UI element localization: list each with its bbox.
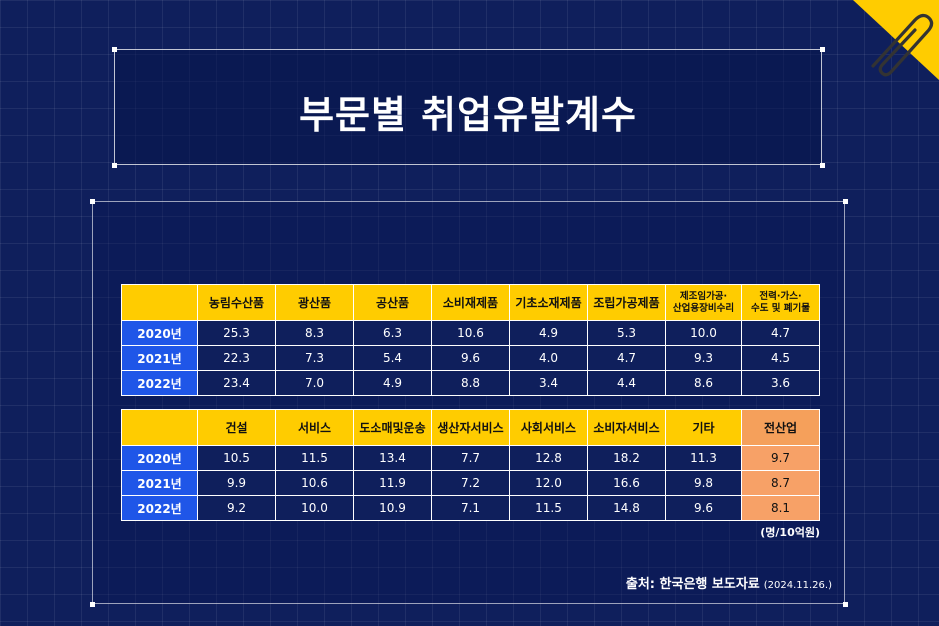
title-box: 부문별 취업유발계수 [114, 49, 822, 165]
table-cell: 11.9 [353, 470, 432, 496]
employment-table-services: 건설 서비스 도소매및운송 생산자서비스 사회서비스 소비자서비스 기타 전산업… [121, 409, 820, 521]
column-header: 공산품 [353, 284, 432, 321]
table-cell: 16.6 [587, 470, 666, 496]
table-cell: 7.3 [275, 345, 354, 371]
column-header: 생산자서비스 [431, 409, 510, 446]
table-cell: 11.5 [509, 495, 588, 521]
table-cell: 14.8 [587, 495, 666, 521]
column-header: 농림수산품 [197, 284, 276, 321]
table-cell: 10.6 [275, 470, 354, 496]
column-header: 서비스 [275, 409, 354, 446]
year-label: 2020년 [121, 320, 198, 346]
table-cell: 11.3 [665, 445, 742, 471]
content-box [92, 201, 845, 604]
year-label: 2021년 [121, 345, 198, 371]
table-cell: 6.3 [353, 320, 432, 346]
column-header: 도소매및운송 [353, 409, 432, 446]
table-cell: 10.6 [431, 320, 510, 346]
table-cell: 5.3 [587, 320, 666, 346]
table-row: 2022년 9.2 10.0 10.9 7.1 11.5 14.8 9.6 8.… [121, 495, 820, 521]
table-cell: 9.8 [665, 470, 742, 496]
table-cell: 4.0 [509, 345, 588, 371]
table-cell: 9.3 [665, 345, 742, 371]
table-cell: 9.6 [431, 345, 510, 371]
table-cell: 7.0 [275, 370, 354, 396]
source-label: 출처: 한국은행 보도자료 [625, 577, 760, 592]
title-box-handle [820, 163, 825, 168]
table-cell: 4.9 [509, 320, 588, 346]
table-cell: 23.4 [197, 370, 276, 396]
table-cell: 8.8 [431, 370, 510, 396]
table-cell: 5.4 [353, 345, 432, 371]
column-header: 제조임가공· 산업용장비수리 [665, 284, 742, 321]
table-cell: 22.3 [197, 345, 276, 371]
column-header: 조립가공제품 [587, 284, 666, 321]
column-header: 기타 [665, 409, 742, 446]
column-header-total: 전산업 [741, 409, 820, 446]
table-cell: 4.7 [741, 320, 820, 346]
table-cell: 8.6 [665, 370, 742, 396]
table-cell: 8.3 [275, 320, 354, 346]
column-header: 소비재제품 [431, 284, 510, 321]
table-cell: 9.6 [665, 495, 742, 521]
table-cell: 10.0 [665, 320, 742, 346]
table-cell: 4.4 [587, 370, 666, 396]
table-corner-cell [121, 284, 198, 321]
content-box-handle [843, 199, 848, 204]
table-cell: 9.9 [197, 470, 276, 496]
source-note: 출처: 한국은행 보도자료 (2024.11.26.) [626, 573, 832, 592]
paperclip-icon [853, 0, 939, 80]
year-label: 2021년 [121, 470, 198, 496]
column-header: 사회서비스 [509, 409, 588, 446]
table-cell: 18.2 [587, 445, 666, 471]
content-box-handle [843, 602, 848, 607]
source-date: (2024.11.26.) [763, 580, 832, 591]
table-cell: 9.2 [197, 495, 276, 521]
year-label: 2022년 [121, 495, 198, 521]
table-row: 2022년 23.4 7.0 4.9 8.8 3.4 4.4 8.6 3.6 [121, 370, 820, 396]
title-box-handle [820, 47, 825, 52]
column-header: 광산품 [275, 284, 354, 321]
year-label: 2020년 [121, 445, 198, 471]
table-cell: 4.9 [353, 370, 432, 396]
table-cell: 10.0 [275, 495, 354, 521]
table-row: 2021년 22.3 7.3 5.4 9.6 4.0 4.7 9.3 4.5 [121, 345, 820, 371]
table-cell: 13.4 [353, 445, 432, 471]
table-cell: 4.7 [587, 345, 666, 371]
table-cell-total: 8.1 [741, 495, 820, 521]
table-cell: 25.3 [197, 320, 276, 346]
column-header: 건설 [197, 409, 276, 446]
table-cell: 12.0 [509, 470, 588, 496]
table-cell: 3.4 [509, 370, 588, 396]
table-cell: 10.9 [353, 495, 432, 521]
employment-table-goods: 농림수산품 광산품 공산품 소비재제품 기초소재제품 조립가공제품 제조임가공·… [121, 284, 820, 396]
title-box-handle [112, 163, 117, 168]
table-cell: 7.1 [431, 495, 510, 521]
table-cell: 7.7 [431, 445, 510, 471]
column-header: 전력·가스· 수도 및 폐기물 [741, 284, 820, 321]
table-row: 2021년 9.9 10.6 11.9 7.2 12.0 16.6 9.8 8.… [121, 470, 820, 496]
column-header: 기초소재제품 [509, 284, 588, 321]
title-box-handle [112, 47, 117, 52]
table-cell: 12.8 [509, 445, 588, 471]
table-corner-cell [121, 409, 198, 446]
unit-label: (명/10억원) [760, 526, 820, 539]
table-row: 2020년 25.3 8.3 6.3 10.6 4.9 5.3 10.0 4.7 [121, 320, 820, 346]
page-title: 부문별 취업유발계수 [299, 93, 637, 137]
content-box-handle [90, 199, 95, 204]
table-cell: 7.2 [431, 470, 510, 496]
table-cell: 3.6 [741, 370, 820, 396]
table-cell: 4.5 [741, 345, 820, 371]
content-box-handle [90, 602, 95, 607]
year-label: 2022년 [121, 370, 198, 396]
column-header: 소비자서비스 [587, 409, 666, 446]
table-cell-total: 8.7 [741, 470, 820, 496]
table-cell: 10.5 [197, 445, 276, 471]
table-cell-total: 9.7 [741, 445, 820, 471]
table-cell: 11.5 [275, 445, 354, 471]
table-row: 2020년 10.5 11.5 13.4 7.7 12.8 18.2 11.3 … [121, 445, 820, 471]
